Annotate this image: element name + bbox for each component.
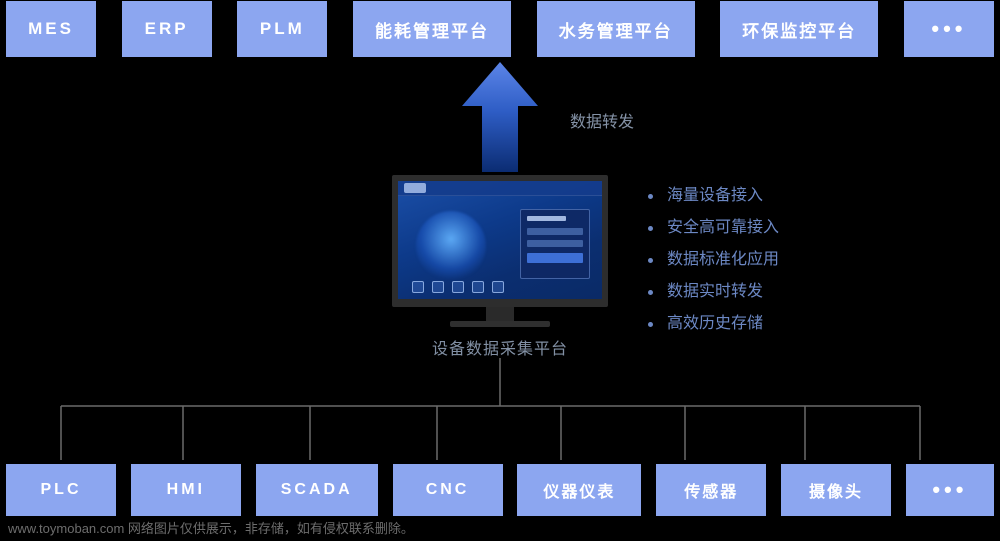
bottom-node-6: 摄像头 [781,464,891,516]
bullet-2: 数据标准化应用 [648,244,779,276]
monitor-label: 设备数据采集平台 [392,335,608,359]
bottom-node-3: CNC [393,464,503,516]
connector-tree [0,358,1000,463]
login-panel [520,209,590,279]
bullet-1: 安全高可靠接入 [648,212,779,244]
monitor-frame [392,175,608,307]
bottom-device-row: PLC HMI SCADA CNC 仪器仪表传感器摄像头 ••• [0,464,1000,516]
bottom-node-4: 仪器仪表 [517,464,641,516]
bullet-dot-icon [648,322,653,327]
top-node-1: ERP [122,1,212,57]
bullet-4: 高效历史存储 [648,308,779,340]
top-node-4: 水务管理平台 [537,1,695,57]
bottom-node-2: SCADA [256,464,378,516]
diagram-canvas: MES ERP PLM 能耗管理平台水务管理平台环保监控平台 ••• 数据转发 [0,0,1000,541]
bottom-node-1: HMI [131,464,241,516]
bottom-node-0: PLC [6,464,116,516]
top-platform-row: MES ERP PLM 能耗管理平台水务管理平台环保监控平台 ••• [0,1,1000,57]
center-monitor-group: 设备数据采集平台 [392,175,608,359]
upward-arrow [460,62,540,172]
bullet-text: 高效历史存储 [667,308,763,340]
bullet-dot-icon [648,194,653,199]
bullet-text: 数据标准化应用 [667,244,779,276]
arrow-label: 数据转发 [570,108,634,132]
bullet-text: 安全高可靠接入 [667,212,779,244]
bottom-node-5: 传感器 [656,464,766,516]
bullet-dot-icon [648,226,653,231]
watermark-text: www.toymoban.com 网络图片仅供展示，非存储，如有侵权联系删除。 [8,518,414,537]
top-node-3: 能耗管理平台 [353,1,511,57]
bottom-node-more: ••• [906,464,994,516]
bullet-3: 数据实时转发 [648,276,779,308]
bullet-text: 数据实时转发 [667,276,763,308]
top-node-2: PLM [237,1,327,57]
top-node-0: MES [6,1,96,57]
bullet-0: 海量设备接入 [648,180,779,212]
top-node-5: 环保监控平台 [720,1,878,57]
bullet-dot-icon [648,258,653,263]
top-node-more: ••• [904,1,994,57]
monitor-screen [398,181,602,299]
bullet-text: 海量设备接入 [667,180,763,212]
feature-bullets: 海量设备接入安全高可靠接入数据标准化应用数据实时转发高效历史存储 [648,180,779,340]
bullet-dot-icon [648,290,653,295]
